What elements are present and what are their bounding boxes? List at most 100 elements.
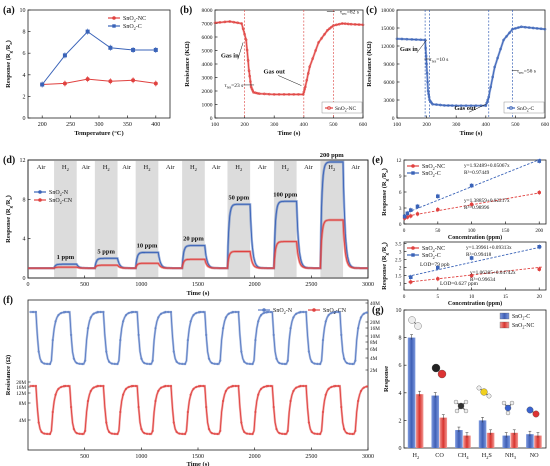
data-point bbox=[34, 310, 37, 314]
data-point bbox=[443, 104, 446, 107]
data-point bbox=[258, 92, 261, 96]
y-tick-label: 12M bbox=[16, 391, 26, 397]
y-tick-label: 3 bbox=[399, 206, 402, 212]
x-tick-label: 3000 bbox=[362, 454, 374, 460]
data-point bbox=[169, 310, 173, 314]
data-point bbox=[330, 25, 333, 29]
legend-entry: SnO2-N bbox=[273, 308, 293, 315]
data-point bbox=[122, 393, 125, 396]
data-point bbox=[343, 22, 347, 26]
x-tick-label: 3000 bbox=[362, 282, 374, 288]
data-point bbox=[46, 362, 49, 366]
data-point bbox=[140, 357, 143, 360]
data-point bbox=[278, 432, 281, 435]
data-point bbox=[426, 89, 430, 93]
data-point bbox=[340, 22, 344, 25]
data-point bbox=[119, 410, 122, 414]
data-point bbox=[249, 80, 252, 83]
data-point bbox=[425, 62, 428, 66]
data-point bbox=[78, 362, 81, 365]
data-point bbox=[354, 359, 357, 362]
legend-entry: SnO2-CN bbox=[49, 198, 73, 205]
data-point bbox=[51, 339, 54, 342]
data-point bbox=[408, 214, 413, 218]
data-point bbox=[265, 385, 268, 388]
x-tick-label: 500 bbox=[80, 282, 89, 288]
data-point bbox=[224, 389, 227, 393]
data-point bbox=[92, 386, 95, 389]
data-point bbox=[514, 27, 517, 30]
y-tick-label: 40M bbox=[370, 301, 380, 307]
x-tick-label: 20 bbox=[537, 294, 543, 300]
data-point bbox=[517, 26, 520, 29]
data-point bbox=[237, 310, 240, 314]
y-tick-label: 8 bbox=[399, 336, 402, 342]
data-point bbox=[523, 25, 527, 29]
data-point bbox=[346, 22, 350, 26]
data-point bbox=[153, 81, 158, 86]
data-point bbox=[395, 37, 399, 41]
data-point bbox=[436, 207, 440, 212]
data-point bbox=[307, 421, 310, 424]
data-point bbox=[508, 31, 511, 35]
category-label: NH3 bbox=[505, 452, 516, 460]
data-point bbox=[450, 104, 454, 107]
data-point bbox=[143, 361, 146, 365]
data-point bbox=[303, 85, 307, 89]
data-point bbox=[527, 26, 531, 29]
bar bbox=[486, 432, 495, 448]
h2-exposure-band bbox=[227, 160, 251, 278]
data-point bbox=[105, 350, 108, 353]
data-point bbox=[537, 190, 542, 195]
data-point bbox=[134, 384, 137, 388]
tau-rec-label: τrec=82 s bbox=[340, 9, 359, 16]
segment-label: H2 bbox=[62, 164, 70, 172]
data-point bbox=[227, 312, 230, 315]
data-point bbox=[232, 20, 236, 24]
panel-c: 100 200 300 400 500 6000300060009000120001500… bbox=[366, 8, 549, 137]
plot-frame bbox=[403, 309, 547, 449]
data-point bbox=[167, 310, 170, 314]
y-axis-label: Resistance (KΩ) bbox=[184, 41, 191, 86]
data-point bbox=[313, 432, 316, 435]
atom-icon bbox=[486, 393, 492, 399]
data-point bbox=[519, 25, 523, 29]
data-point bbox=[342, 428, 346, 431]
legend-marker bbox=[38, 190, 42, 194]
data-point bbox=[154, 399, 157, 403]
data-point bbox=[311, 57, 315, 60]
data-point bbox=[340, 406, 343, 409]
data-point bbox=[172, 350, 175, 353]
x-axis-label: Concentration (ppm) bbox=[448, 300, 502, 307]
data-point bbox=[317, 41, 320, 44]
data-point bbox=[60, 385, 63, 389]
data-point bbox=[299, 384, 302, 388]
data-point bbox=[153, 47, 158, 52]
data-point bbox=[102, 384, 105, 388]
data-point bbox=[278, 361, 281, 365]
data-point bbox=[314, 49, 317, 52]
x-axis-label: Time (s) bbox=[460, 130, 483, 137]
atom-icon bbox=[408, 316, 416, 324]
data-point bbox=[543, 27, 547, 31]
x-tick-label: 0 bbox=[403, 228, 406, 234]
data-point bbox=[240, 22, 243, 25]
y-tick-label: 8 bbox=[23, 197, 26, 203]
y-tick-label: 16M bbox=[16, 385, 26, 391]
y-tick-label: 8M bbox=[19, 401, 27, 407]
x-tick-label: 400 bbox=[151, 122, 160, 128]
atom-icon bbox=[476, 385, 482, 391]
segment-label: Air bbox=[166, 164, 176, 171]
data-point bbox=[259, 314, 263, 317]
y-tick-label: 4M bbox=[370, 356, 378, 362]
x-tick-label: 50 bbox=[435, 228, 441, 234]
concentration-label: 10 ppm bbox=[137, 242, 158, 249]
bar bbox=[439, 417, 448, 448]
data-point bbox=[345, 361, 348, 365]
segment-label: Air bbox=[81, 164, 91, 171]
atom-icon bbox=[431, 363, 441, 373]
fit-line bbox=[408, 192, 542, 217]
data-point bbox=[192, 387, 195, 390]
data-point bbox=[351, 362, 354, 366]
data-point bbox=[131, 47, 136, 52]
